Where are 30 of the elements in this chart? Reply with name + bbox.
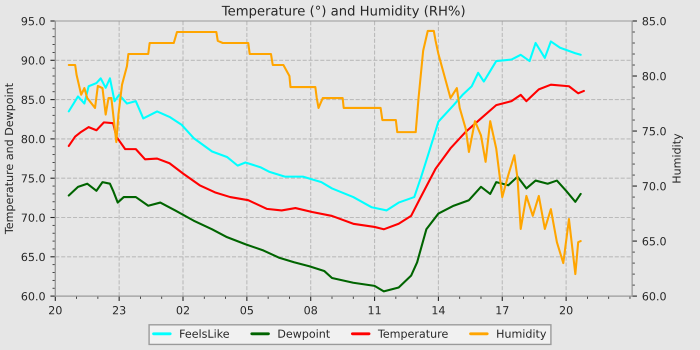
x-tick-label: 20 — [49, 306, 62, 314]
legend-label: Temperature — [378, 330, 448, 340]
x-tick-label: 08 — [304, 306, 318, 314]
y2-tick-label: 85.0 — [642, 16, 666, 26]
legend-label: FeelsLike — [180, 329, 229, 338]
y-tick-label: 85.0 — [22, 96, 45, 104]
y2-tick-label: 75.0 — [642, 127, 666, 136]
x-tick-label: 11 — [368, 306, 381, 314]
y-tick-label: 60.0 — [22, 292, 45, 300]
y-tick-label: 70.0 — [22, 213, 45, 222]
x-tick-label: 17 — [496, 306, 508, 314]
y-axis-title: Temperature and Dewpoint — [4, 83, 16, 234]
y2-tick-label: 65.0 — [642, 237, 666, 246]
x-tick-label: 23 — [112, 306, 126, 314]
y-tick-label: 75.0 — [22, 174, 45, 183]
x-tick-label: 20 — [560, 306, 572, 314]
legend-label: Humidity — [497, 329, 546, 340]
y-tick-label: 90.0 — [22, 56, 45, 65]
x-tick-label: 14 — [432, 306, 445, 314]
y2-tick-label: 80.0 — [642, 72, 666, 80]
chart-title: Temperature (°) and Humidity (RH%) — [222, 5, 464, 18]
x-tick-label: 05 — [240, 306, 253, 314]
y-tick-label: 80.0 — [22, 134, 45, 144]
y-tick-label: 65.0 — [22, 252, 45, 262]
y2-tick-label: 60.0 — [642, 292, 666, 300]
legend-label: Dewpoint — [278, 329, 330, 340]
y2-tick-label: 70.0 — [642, 182, 666, 190]
x-tick-label: 02 — [176, 306, 189, 314]
y2-axis-title: Humidity — [672, 134, 683, 183]
y-tick-label: 95.0 — [22, 16, 45, 26]
